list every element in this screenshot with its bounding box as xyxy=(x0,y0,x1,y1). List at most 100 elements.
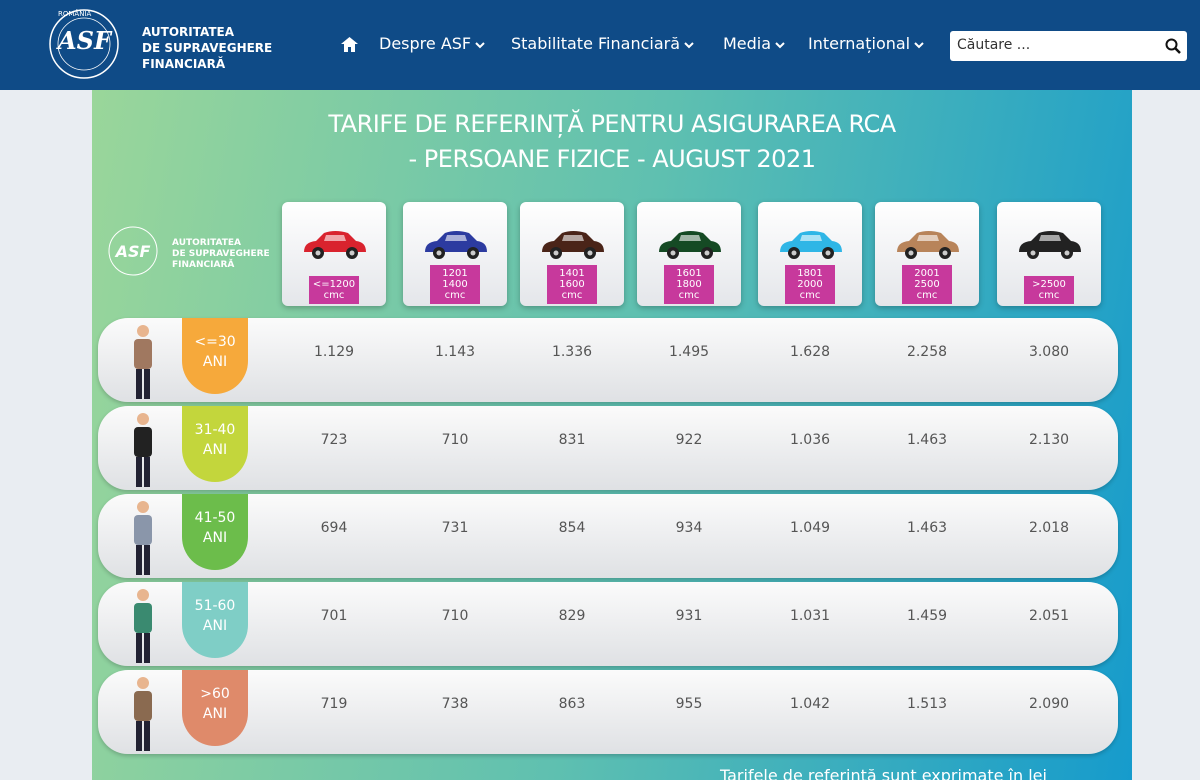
engine-class-line: 2500 xyxy=(914,279,940,290)
car-card: >2500 cmc xyxy=(997,202,1101,306)
engine-class-line: <=1200 xyxy=(312,279,356,290)
age-line: 31-40 xyxy=(194,422,236,438)
tariff-value: 934 xyxy=(675,520,703,536)
tariff-value: 1.459 xyxy=(906,608,948,624)
car-icon xyxy=(425,231,487,259)
engine-class-line: 1201 xyxy=(442,268,468,279)
engine-class-line: cmc xyxy=(561,290,583,301)
age-line: ANI xyxy=(202,706,228,722)
age-badge: 41-50 ANI xyxy=(182,494,248,570)
small-logo: ASF xyxy=(108,226,158,276)
tariff-value: 2.051 xyxy=(1028,608,1070,624)
age-line: ANI xyxy=(202,442,228,458)
engine-class: >2500 cmc xyxy=(1024,276,1074,304)
search-icon xyxy=(1165,38,1181,54)
engine-class-line: >2500 xyxy=(1032,279,1066,290)
nav-item[interactable]: Media xyxy=(723,34,785,53)
tariff-value: 831 xyxy=(558,432,586,448)
engine-class: 2001 2500 cmc xyxy=(902,265,952,304)
nav-item[interactable]: Internațional xyxy=(808,34,924,53)
tariff-value: 731 xyxy=(441,520,469,536)
tariff-value: 710 xyxy=(441,432,469,448)
car-card: <=1200 cmc xyxy=(282,202,386,306)
engine-class-line: 1401 xyxy=(559,268,585,279)
tariff-value: 1.042 xyxy=(789,696,831,712)
age-line: ANI xyxy=(202,618,228,634)
tariff-row: >60 ANI 719 738 863 955 1.042 1.513 2.090 xyxy=(98,670,1118,754)
tariff-row: 31-40 ANI 723 710 831 922 1.036 1.463 2.130 xyxy=(98,406,1118,490)
tariff-value: 719 xyxy=(320,696,348,712)
logo-ring xyxy=(49,9,119,79)
tariff-row: 41-50 ANI 694 731 854 934 1.049 1.463 2.018 xyxy=(98,494,1118,578)
engine-class-line: 2001 xyxy=(914,268,940,279)
tariff-value: 2.130 xyxy=(1028,432,1070,448)
tariff-value: 1.628 xyxy=(789,344,831,360)
engine-class-line: 1601 xyxy=(676,268,702,279)
org-name: AUTORITATEA xyxy=(142,25,235,39)
car-icon xyxy=(659,231,721,259)
engine-class: 1201 1400 cmc xyxy=(430,265,480,304)
car-card: 1201 1400 cmc xyxy=(403,202,507,306)
car-icon xyxy=(304,231,366,259)
chevron xyxy=(475,42,485,49)
tariff-value: 931 xyxy=(675,608,703,624)
engine-class-line: cmc xyxy=(916,290,938,301)
small-logo-text: FINANCIARĂ xyxy=(172,260,235,270)
engine-class: <=1200 cmc xyxy=(309,276,359,304)
tariff-value: 1.049 xyxy=(789,520,831,536)
svg-text:ASF: ASF xyxy=(114,242,151,261)
tariff-value: 1.036 xyxy=(789,432,831,448)
car-card: 1801 2000 cmc xyxy=(758,202,862,306)
age-line: >60 xyxy=(200,686,230,702)
tariff-value: 738 xyxy=(441,696,469,712)
car-card: 2001 2500 cmc xyxy=(875,202,979,306)
tariff-value: 723 xyxy=(320,432,348,448)
home-icon xyxy=(341,37,358,52)
chevron xyxy=(775,42,785,49)
tariff-value: 3.080 xyxy=(1028,344,1070,360)
person-figure xyxy=(134,501,152,575)
age-badge: 51-60 ANI xyxy=(182,582,248,658)
person-figure xyxy=(134,413,152,487)
tariff-value: 2.090 xyxy=(1028,696,1070,712)
engine-class-line: cmc xyxy=(1038,290,1060,301)
nav-item[interactable]: Despre ASF xyxy=(379,34,485,53)
engine-class: 1401 1600 cmc xyxy=(547,265,597,304)
search-box[interactable]: Căutare ... xyxy=(950,31,1187,61)
engine-class: 1601 1800 cmc xyxy=(664,265,714,304)
engine-class-line: 1600 xyxy=(559,279,585,290)
car-icon xyxy=(1019,231,1081,259)
car-icon xyxy=(780,231,842,259)
engine-class-line: 2000 xyxy=(797,279,823,290)
tariff-value: 1.129 xyxy=(313,344,355,360)
tariff-value: 829 xyxy=(558,608,586,624)
tariff-value: 1.336 xyxy=(551,344,593,360)
age-line: ANI xyxy=(202,354,228,370)
tariff-value: 694 xyxy=(320,520,348,536)
age-line: <=30 xyxy=(194,334,236,350)
age-line: 51-60 xyxy=(194,598,236,614)
engine-class-line: cmc xyxy=(323,290,345,301)
title: - PERSOANE FIZICE - AUGUST 2021 xyxy=(408,145,816,173)
small-logo-text: AUTORITATEA xyxy=(172,238,242,248)
org-name: FINANCIARĂ xyxy=(142,57,226,71)
engine-class-line: 1400 xyxy=(442,279,468,290)
tariff-value: 2.018 xyxy=(1028,520,1070,536)
small-logo-text: DE SUPRAVEGHERE xyxy=(172,249,270,259)
engine-class-line: cmc xyxy=(444,290,466,301)
search-placeholder: Căutare ... xyxy=(957,37,1031,53)
age-line: 41-50 xyxy=(194,510,236,526)
age-badge: >60 ANI xyxy=(182,670,248,746)
tariff-value: 2.258 xyxy=(906,344,948,360)
footnote: Tarifele de referință sunt exprimate în … xyxy=(720,766,1047,780)
tariff-row: 51-60 ANI 701 710 829 931 1.031 1.459 2.051 xyxy=(98,582,1118,666)
tariff-value: 854 xyxy=(558,520,586,536)
org-name: DE SUPRAVEGHERE xyxy=(142,41,273,55)
age-badge: <=30 ANI xyxy=(182,318,248,394)
logo-country: ROMÂNIA xyxy=(58,10,92,18)
nav-item[interactable]: Stabilitate Financiară xyxy=(511,34,694,53)
tariff-value: 1.463 xyxy=(906,432,948,448)
person-figure xyxy=(134,325,152,399)
tariff-value: 1.031 xyxy=(789,608,831,624)
